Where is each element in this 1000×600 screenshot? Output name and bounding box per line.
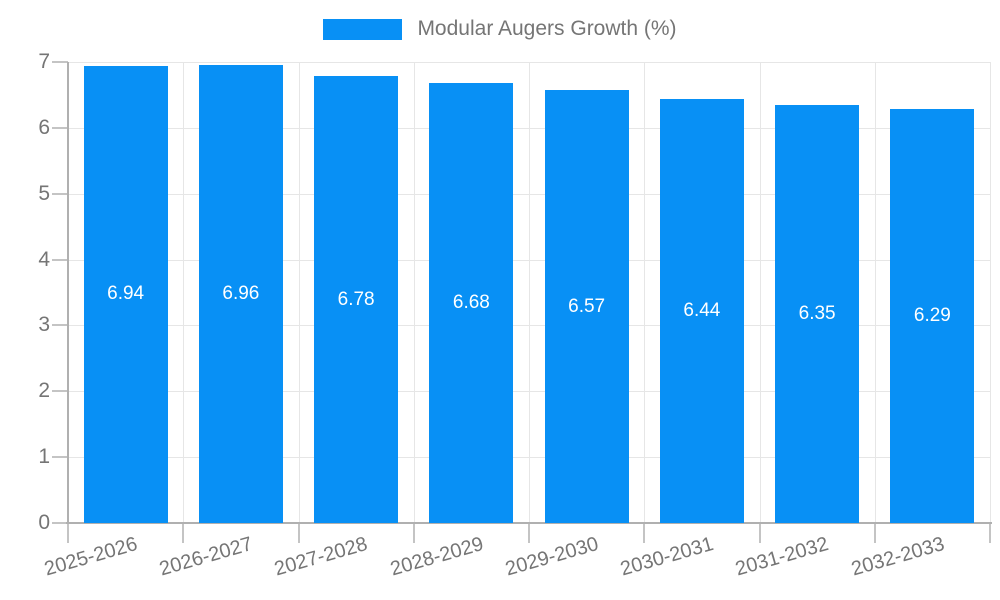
bar — [544, 90, 629, 523]
x-gridline — [990, 62, 991, 523]
x-tick-label: 2032-2033 — [848, 532, 947, 581]
bar-value-label: 6.44 — [683, 299, 721, 321]
y-tick — [52, 61, 68, 63]
x-gridline — [413, 62, 415, 523]
x-tick-label: 2026-2027 — [157, 532, 256, 581]
y-tick-label: 4 — [38, 247, 50, 271]
x-tick-label: 2030-2031 — [618, 532, 717, 581]
y-tick-label: 1 — [38, 445, 50, 469]
y-tick — [52, 390, 68, 393]
y-tick — [52, 126, 68, 129]
bar-value-label: 6.94 — [107, 283, 145, 305]
x-tick — [67, 523, 69, 543]
bar-value-label: 6.35 — [798, 302, 836, 324]
x-tick-label: 2028-2029 — [387, 532, 486, 581]
bar-value-label: 6.57 — [568, 295, 606, 317]
x-tick — [758, 523, 761, 543]
y-tick — [52, 192, 68, 195]
bar-value-label: 6.29 — [913, 304, 951, 326]
x-tick — [989, 523, 991, 543]
bar — [890, 108, 975, 523]
x-gridline — [183, 62, 185, 523]
x-tick — [528, 523, 530, 543]
bar — [429, 83, 514, 523]
x-gridline — [759, 62, 761, 523]
bar — [314, 76, 399, 523]
x-tick — [182, 523, 185, 543]
y-tick-label: 2 — [38, 379, 50, 403]
y-tick-label: 6 — [38, 115, 50, 139]
bar-value-label: 6.96 — [222, 282, 260, 304]
x-tick-label: 2025-2026 — [41, 532, 140, 581]
bar-value-label: 6.78 — [337, 288, 375, 310]
x-axis-line — [66, 522, 992, 524]
bar — [659, 98, 744, 523]
y-tick — [52, 522, 68, 524]
legend-swatch — [323, 18, 403, 40]
x-tick — [873, 523, 876, 543]
y-tick — [52, 324, 68, 327]
x-tick — [297, 523, 300, 543]
y-tick-label: 0 — [38, 511, 50, 535]
x-tick — [643, 523, 646, 543]
x-gridline — [529, 62, 530, 523]
x-tick — [412, 523, 415, 543]
x-tick-label: 2027-2028 — [272, 532, 371, 581]
bar — [198, 64, 283, 523]
x-gridline — [644, 62, 646, 523]
x-gridline — [874, 62, 876, 523]
y-tick — [52, 456, 68, 459]
bar — [83, 65, 168, 523]
bar — [775, 104, 860, 523]
y-tick — [52, 258, 68, 261]
bar-value-label: 6.68 — [452, 292, 490, 314]
plot-area: 0 1 2 3 4 5 6 7 6.94 2025-2026 6.96 2026-2027 6.78 20… — [38, 51, 992, 580]
x-gridline — [298, 62, 300, 523]
legend-item[interactable]: Modular Augers Growth (%) — [0, 14, 1000, 44]
y-tick-label: 7 — [38, 50, 50, 74]
x-tick-label: 2031-2032 — [733, 532, 832, 581]
y-tick-label: 5 — [38, 181, 50, 205]
x-tick-label: 2029-2030 — [502, 532, 601, 581]
legend-label: Modular Augers Growth (%) — [417, 17, 677, 40]
y-tick-label: 3 — [38, 313, 50, 337]
y-axis-line — [67, 62, 69, 523]
